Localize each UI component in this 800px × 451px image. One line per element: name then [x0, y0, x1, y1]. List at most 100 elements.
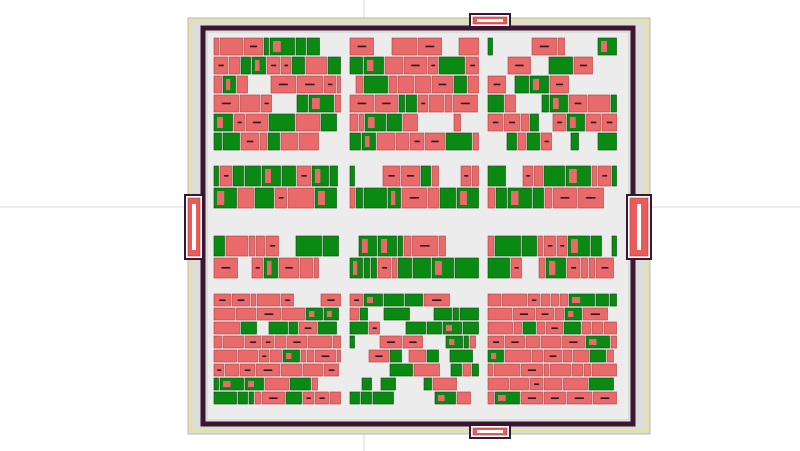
cell-red[interactable]	[571, 363, 583, 377]
cell-red[interactable]	[509, 377, 529, 391]
cell-red[interactable]	[554, 307, 564, 321]
cell-red[interactable]	[591, 165, 597, 187]
cell-red[interactable]	[264, 377, 289, 391]
cell-green[interactable]	[295, 37, 306, 56]
cell-red[interactable]	[540, 293, 550, 307]
cell-red[interactable]	[259, 132, 267, 151]
cell-red[interactable]	[603, 321, 617, 335]
cell-green[interactable]	[548, 56, 573, 75]
cell-green[interactable]	[529, 113, 539, 132]
cell-green[interactable]	[426, 349, 439, 363]
cell-green[interactable]	[358, 235, 377, 257]
cell-red[interactable]	[311, 377, 318, 391]
cell-red[interactable]	[391, 37, 417, 56]
cell-red[interactable]	[540, 335, 561, 349]
cell-red[interactable]	[287, 187, 314, 209]
cell-green[interactable]	[355, 187, 363, 209]
cell-red[interactable]	[376, 132, 395, 151]
cell-green[interactable]	[426, 321, 442, 335]
cell-red[interactable]	[456, 391, 471, 405]
cell-green[interactable]	[495, 187, 507, 209]
cell-red[interactable]	[213, 37, 219, 56]
cell-red[interactable]	[403, 235, 411, 257]
cell-red[interactable]	[428, 94, 444, 113]
pad-top[interactable]	[469, 13, 511, 28]
cell-red[interactable]	[413, 363, 440, 377]
cell-red[interactable]	[581, 321, 591, 335]
cell-green[interactable]	[405, 321, 426, 335]
cell-red[interactable]	[358, 113, 364, 132]
cell-red[interactable]	[458, 37, 479, 56]
cell-green[interactable]	[398, 94, 405, 113]
cell-red[interactable]	[591, 363, 617, 377]
cell-red[interactable]	[543, 363, 549, 377]
cell-red[interactable]	[391, 257, 397, 279]
cell-green[interactable]	[213, 113, 233, 132]
cell-red[interactable]	[559, 293, 568, 307]
cell-green[interactable]	[359, 307, 368, 321]
cluster-2-3[interactable]	[487, 165, 617, 209]
cell-green[interactable]	[349, 335, 355, 349]
cell-green[interactable]	[213, 377, 219, 391]
cell-red[interactable]	[307, 335, 332, 349]
cell-green[interactable]	[213, 391, 237, 405]
cell-green[interactable]	[389, 349, 402, 363]
cell-red[interactable]	[453, 113, 461, 132]
cell-red[interactable]	[513, 321, 522, 335]
cluster-4-1[interactable]	[213, 293, 341, 405]
cell-green[interactable]	[386, 113, 402, 132]
cell-red[interactable]	[402, 113, 418, 132]
cell-green[interactable]	[487, 37, 493, 56]
cell-red[interactable]	[280, 132, 298, 151]
cell-red[interactable]	[591, 321, 603, 335]
cell-red[interactable]	[531, 349, 543, 363]
cell-red[interactable]	[583, 363, 591, 377]
cluster-3-1[interactable]	[213, 235, 339, 279]
cell-red[interactable]	[355, 75, 363, 94]
cell-green[interactable]	[363, 56, 384, 75]
cell-red[interactable]	[487, 321, 513, 335]
cell-red[interactable]	[274, 335, 286, 349]
cluster-3-2[interactable]	[349, 235, 479, 279]
cell-red[interactable]	[562, 349, 572, 363]
cell-red[interactable]	[237, 349, 258, 363]
cell-red[interactable]	[438, 235, 446, 257]
cell-green[interactable]	[590, 235, 602, 257]
cell-green[interactable]	[295, 235, 322, 257]
cell-red[interactable]	[487, 391, 494, 405]
cell-green[interactable]	[267, 132, 280, 151]
cell-green[interactable]	[566, 113, 585, 132]
cell-red[interactable]	[213, 321, 240, 335]
cell-red[interactable]	[349, 113, 358, 132]
cell-green[interactable]	[439, 187, 456, 209]
cell-green[interactable]	[570, 132, 579, 151]
cell-red[interactable]	[493, 363, 520, 377]
cell-green[interactable]	[453, 75, 467, 94]
cell-red[interactable]	[544, 187, 552, 209]
cell-green[interactable]	[404, 293, 423, 307]
cell-green[interactable]	[268, 321, 288, 335]
cell-green[interactable]	[363, 75, 388, 94]
cell-green[interactable]	[521, 235, 537, 257]
cell-green[interactable]	[609, 293, 617, 307]
cell-green[interactable]	[296, 94, 308, 113]
cell-red[interactable]	[487, 235, 494, 257]
cell-green[interactable]	[237, 391, 248, 405]
cell-green[interactable]	[380, 377, 396, 391]
cell-red[interactable]	[334, 94, 341, 113]
pad-right[interactable]	[626, 194, 652, 260]
cell-red[interactable]	[537, 235, 543, 257]
cell-green[interactable]	[361, 377, 372, 391]
cell-green[interactable]	[462, 321, 479, 335]
cell-red[interactable]	[225, 235, 248, 257]
cell-green[interactable]	[389, 363, 413, 377]
cell-red[interactable]	[228, 56, 240, 75]
cell-red[interactable]	[336, 349, 341, 363]
cell-green[interactable]	[589, 349, 606, 363]
cell-green[interactable]	[459, 307, 479, 321]
cell-red[interactable]	[487, 307, 512, 321]
cluster-1-3[interactable]	[487, 37, 617, 151]
cell-green[interactable]	[463, 335, 469, 349]
cell-red[interactable]	[295, 113, 320, 132]
